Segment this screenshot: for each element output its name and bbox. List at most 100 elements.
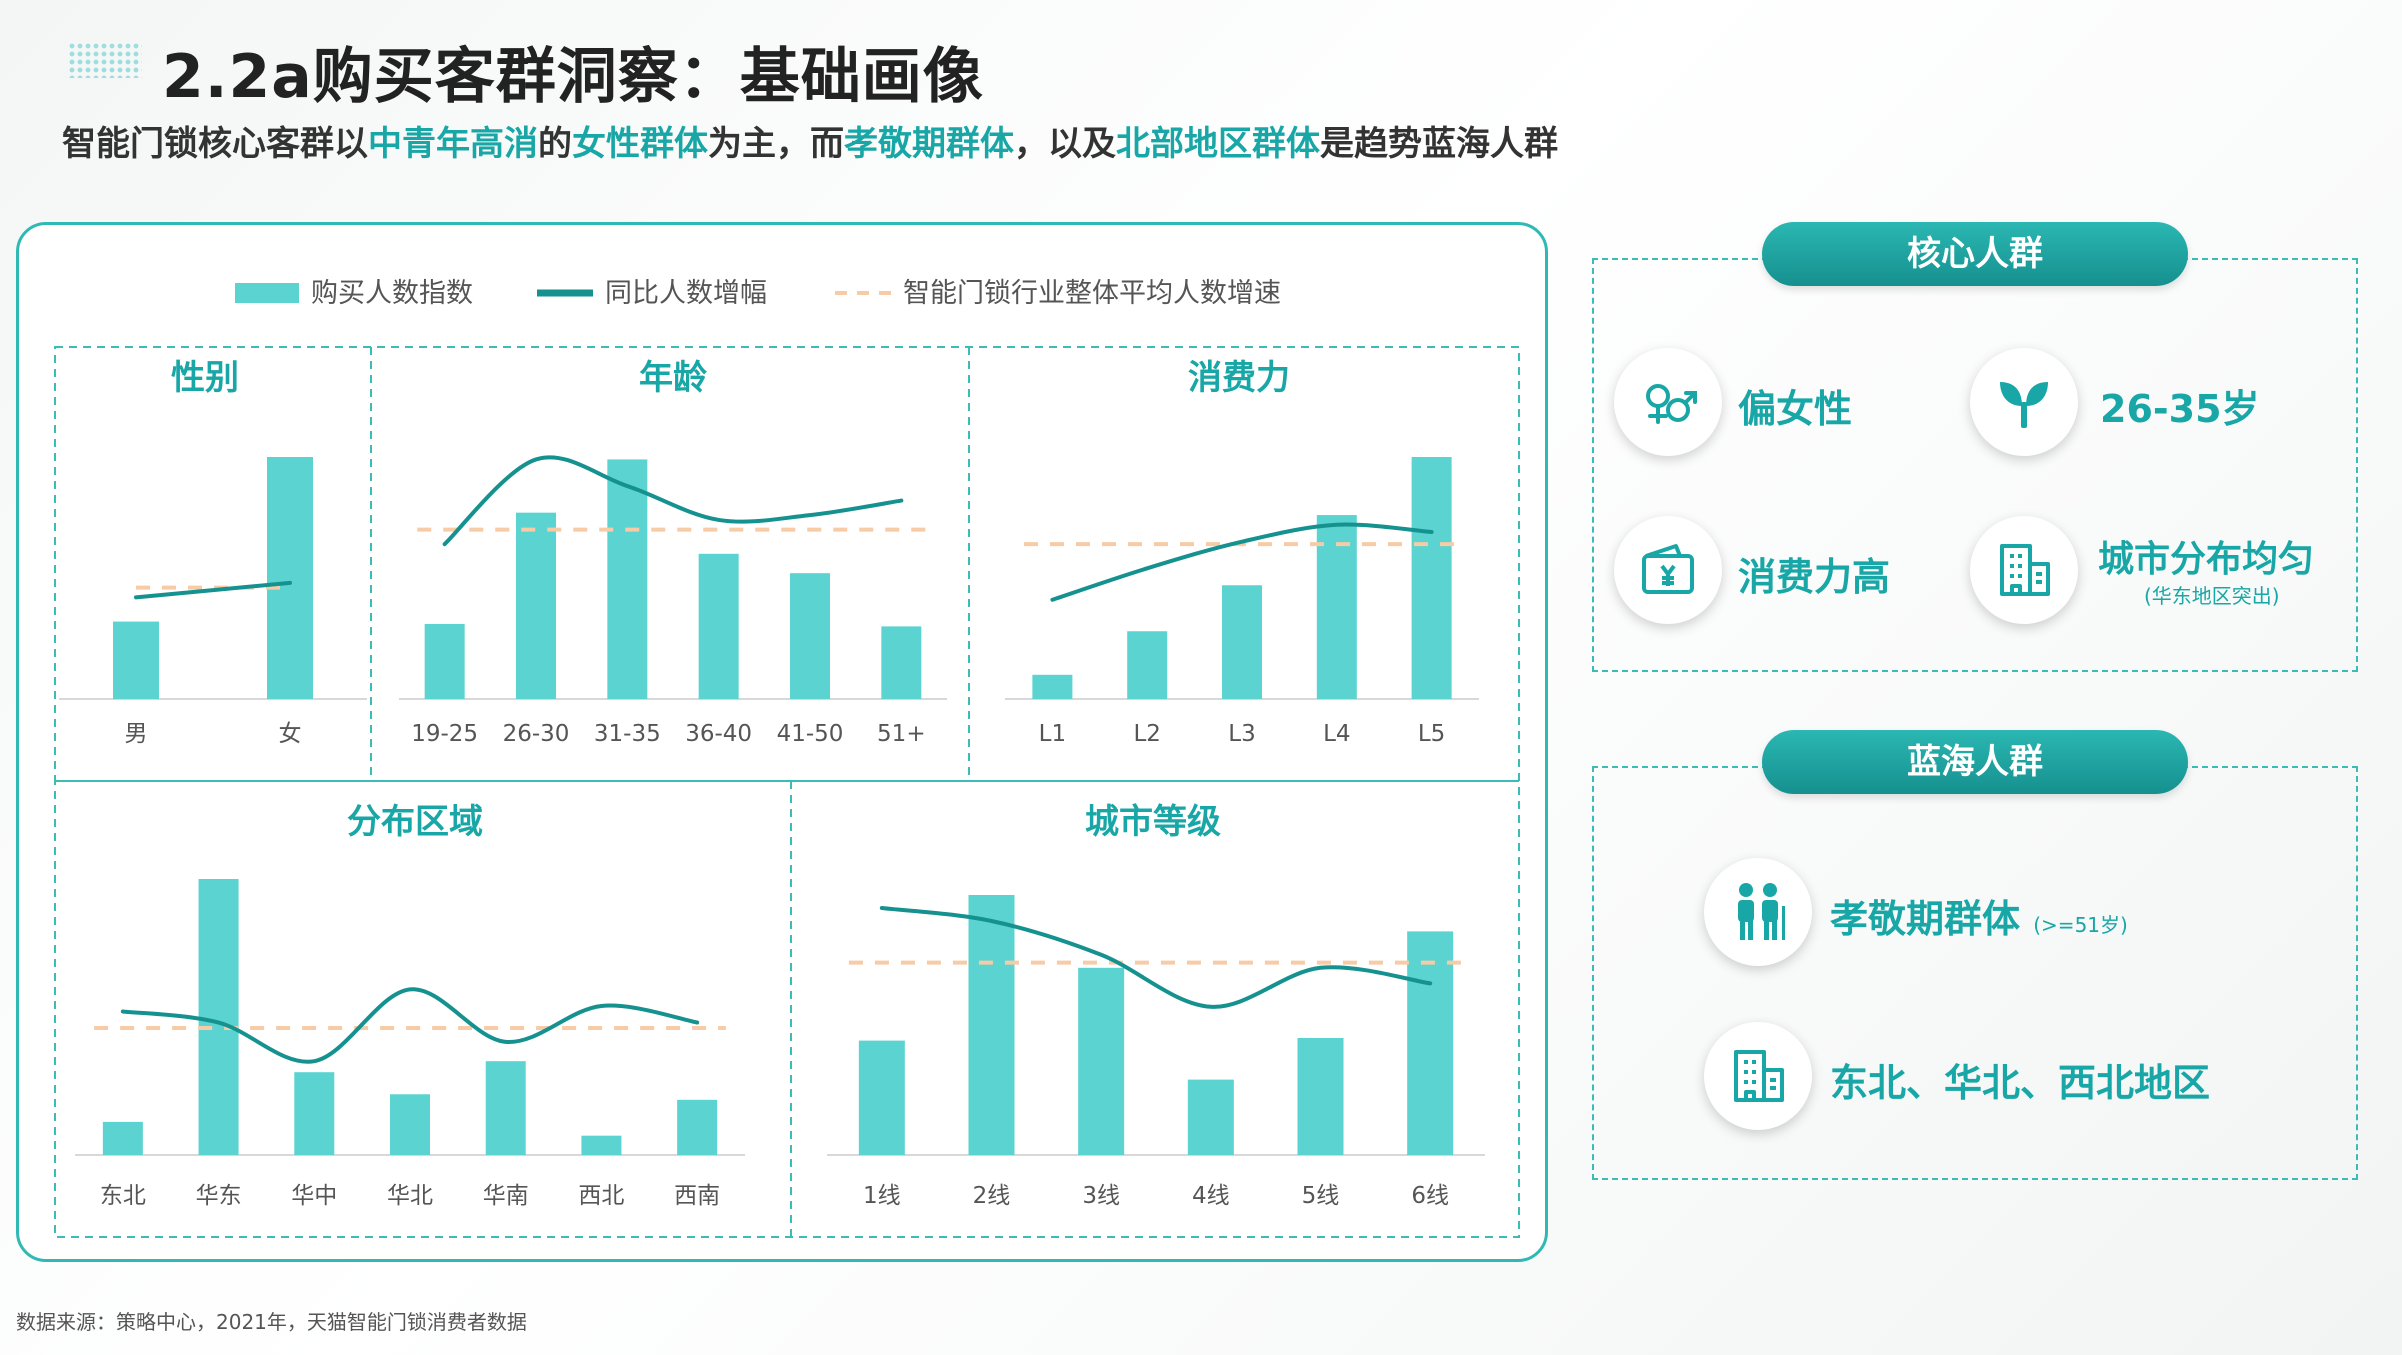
growth-line [442, 455, 904, 547]
chart-title: 分布区域 [347, 802, 483, 842]
bar [267, 457, 313, 699]
core-item-label: 城市分布均匀 [2098, 539, 2315, 580]
core-group-title: 核心人群 [1762, 222, 2188, 286]
x-tick-label: 26-30 [503, 721, 570, 747]
page-title: 2.2a购买客群洞察：基础画像 [162, 42, 984, 112]
x-tick-label: 3线 [1082, 1183, 1120, 1209]
chart-title: 年龄 [639, 358, 707, 398]
subtitle-part: ，以及 [1014, 124, 1116, 164]
bar [698, 553, 739, 699]
chart-title: 城市等级 [1085, 802, 1221, 842]
bar [1127, 631, 1168, 699]
bar [581, 1135, 622, 1155]
bar [790, 573, 830, 699]
core-item-label: 偏女性 [1738, 387, 1853, 431]
core-item-label: 26-35岁 [2100, 387, 2260, 431]
x-tick-label: 女 [279, 721, 302, 747]
bluesea-item-text: 孝敬期群体 [1830, 897, 2021, 941]
bar [113, 621, 159, 699]
x-tick-label: 31-35 [594, 721, 661, 747]
core-item-note: (华东地区突出) [2144, 584, 2280, 608]
x-tick-label: L2 [1133, 721, 1160, 747]
x-tick-label: 华北 [387, 1183, 433, 1209]
bar [677, 1099, 718, 1155]
bluesea-group-title: 蓝海人群 [1762, 730, 2188, 794]
growth-line [134, 580, 292, 600]
x-tick-label: 男 [125, 721, 148, 747]
legend-label: 智能门锁行业整体平均人数增速 [903, 278, 1281, 309]
bar [198, 879, 239, 1155]
growth-line [120, 987, 700, 1064]
legend-label: 购买人数指数 [311, 278, 473, 309]
subtitle-part: 智能门锁核心客群以 [62, 124, 368, 164]
bar [1032, 674, 1073, 699]
x-tick-label: L3 [1228, 721, 1255, 747]
x-tick-label: L5 [1418, 721, 1445, 747]
growth-line [879, 906, 1433, 1009]
page-subtitle: 智能门锁核心客群以中青年高消的女性群体为主，而孝敬期群体，以及北部地区群体是趋势… [62, 116, 1558, 165]
title-decoration [68, 42, 142, 78]
core-item-label: 消费力高 [1738, 555, 1891, 599]
bar [1297, 1038, 1344, 1155]
x-tick-label: 西南 [674, 1183, 720, 1209]
bluesea-group-box [1592, 766, 2358, 1180]
bluesea-item-label: 东北、华北、西北地区 [1830, 1061, 2211, 1105]
x-tick-label: 2线 [973, 1183, 1011, 1209]
bar [968, 895, 1015, 1155]
x-tick-label: 西北 [578, 1183, 624, 1209]
x-tick-label: 华南 [483, 1183, 529, 1209]
x-tick-label: 1线 [863, 1183, 901, 1209]
bar [607, 459, 648, 699]
bluesea-item-label: 孝敬期群体 (>=51岁) [1830, 888, 2128, 943]
x-tick-label: 东北 [100, 1183, 146, 1209]
x-tick-label: 41-50 [777, 721, 844, 747]
bar [294, 1072, 335, 1155]
chart-panel: 购买人数指数 同比人数增幅 智能门锁行业整体平均人数增速性别男 女 年龄 19-25 26-… [16, 222, 1548, 1262]
x-tick-label: 5线 [1302, 1183, 1340, 1209]
bar [881, 626, 922, 699]
subtitle-part: 的 [538, 124, 572, 164]
growth-line [1050, 522, 1434, 602]
bottom-charts-frame [54, 780, 1520, 1238]
bar [1411, 457, 1452, 699]
x-tick-label: 36-40 [685, 721, 752, 747]
subtitle-highlight: 女性群体 [572, 124, 708, 164]
bluesea-item-note: (>=51岁) [2033, 913, 2128, 937]
bar [516, 512, 556, 699]
x-tick-label: 华中 [291, 1183, 337, 1209]
x-tick-label: 6线 [1411, 1183, 1449, 1209]
x-tick-label: 4线 [1192, 1183, 1230, 1209]
gender-icon [1614, 348, 1722, 456]
bar [1407, 931, 1454, 1155]
subtitle-highlight: 中青年高消 [368, 124, 538, 164]
building-icon [1704, 1022, 1812, 1130]
bar [424, 623, 465, 699]
bar [1078, 967, 1125, 1155]
legend-label: 同比人数增幅 [605, 278, 767, 309]
sprout-icon [1970, 348, 2078, 456]
x-tick-label: L4 [1323, 721, 1350, 747]
x-tick-label: 51+ [877, 721, 926, 747]
building-icon [1970, 516, 2078, 624]
bar [858, 1040, 905, 1155]
bar [1222, 585, 1262, 699]
subtitle-part: 为主，而 [708, 124, 844, 164]
subtitle-highlight: 北部地区群体 [1116, 124, 1320, 164]
bar [485, 1061, 526, 1155]
elderly-icon [1704, 858, 1812, 966]
core-group-box [1592, 258, 2358, 672]
x-tick-label: 华东 [196, 1183, 242, 1209]
chart-title: 性别 [171, 358, 239, 398]
x-tick-label: 19-25 [411, 721, 478, 747]
legend-bar-swatch [235, 283, 299, 303]
subtitle-part: 是趋势蓝海人群 [1320, 124, 1558, 164]
subtitle-highlight: 孝敬期群体 [844, 124, 1014, 164]
x-tick-label: L1 [1039, 721, 1066, 747]
wallet-icon [1614, 516, 1722, 624]
bar [390, 1094, 430, 1155]
bar [1187, 1079, 1234, 1155]
data-source: 数据来源：策略中心，2021年，天猫智能门锁消费者数据 [16, 1310, 527, 1334]
chart-title: 消费力 [1188, 358, 1290, 398]
bar [102, 1121, 143, 1155]
